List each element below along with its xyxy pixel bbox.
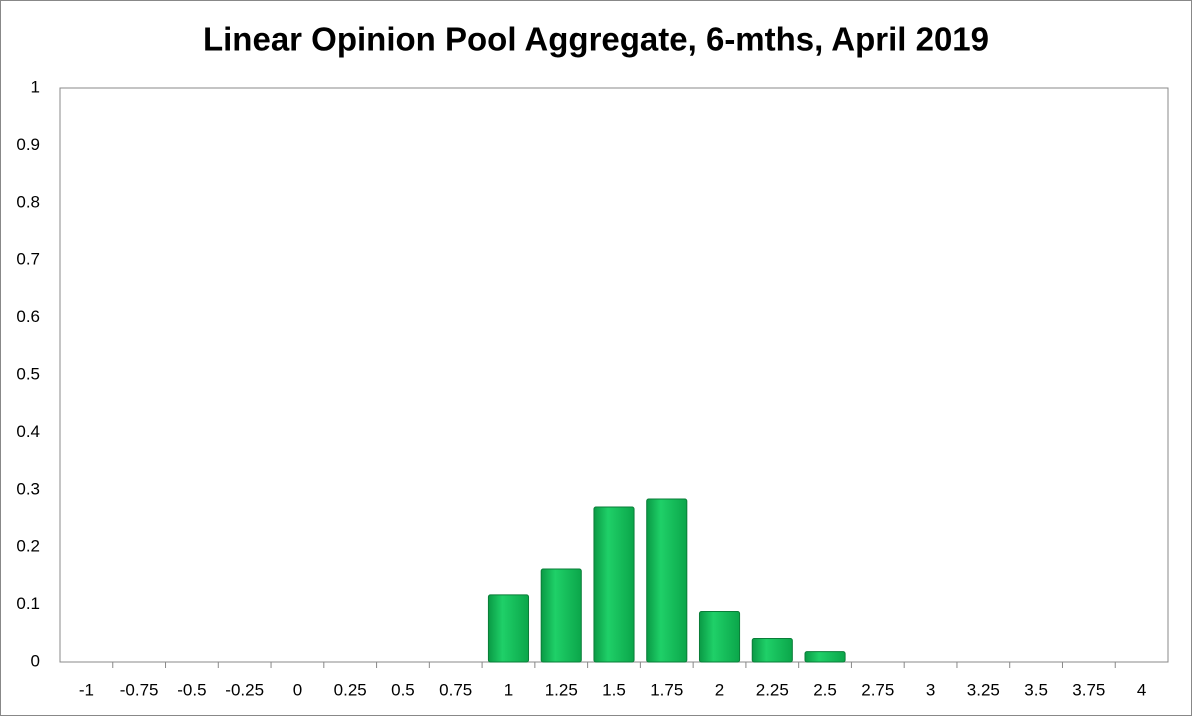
x-tick-label: -0.75: [120, 680, 159, 699]
bar: [646, 498, 688, 663]
x-tick-label: 0.5: [391, 680, 415, 699]
x-tick-label: 4: [1137, 680, 1146, 699]
y-tick-label: 0.3: [16, 479, 40, 498]
y-tick-label: 0.6: [16, 307, 40, 326]
bar: [698, 610, 741, 663]
y-tick-label: 0.9: [16, 135, 40, 154]
x-tick-label: 2.5: [813, 680, 837, 699]
y-tick-label: 0.5: [16, 364, 40, 383]
x-tick-label: 1.25: [545, 680, 578, 699]
bar: [804, 651, 846, 663]
bar: [487, 594, 530, 663]
x-tick-label: 1: [504, 680, 513, 699]
x-tick-label: 2: [715, 680, 724, 699]
x-tick-label: 0.75: [439, 680, 472, 699]
x-tick-label: 3.5: [1024, 680, 1048, 699]
y-tick-label: 0.4: [16, 422, 40, 441]
y-tick-label: 1: [31, 77, 40, 96]
bar: [751, 637, 793, 663]
x-tick-label: -0.25: [225, 680, 264, 699]
y-tick-label: 0.8: [16, 192, 40, 211]
x-tick-label: 2.25: [756, 680, 789, 699]
chart-title: Linear Opinion Pool Aggregate, 6-mths, A…: [203, 21, 989, 58]
x-tick-label: 3.25: [967, 680, 1000, 699]
x-tick-label: 1.75: [650, 680, 683, 699]
y-tick-label: 0.7: [16, 250, 40, 269]
x-tick-label: -1: [79, 680, 94, 699]
bar: [593, 506, 635, 663]
y-tick-label: 0: [31, 651, 40, 670]
bar: [540, 568, 582, 663]
y-tick-label: 0.2: [16, 537, 40, 556]
x-tick-label: 0: [293, 680, 302, 699]
x-tick-label: 3.75: [1072, 680, 1105, 699]
x-tick-label: 2.75: [861, 680, 894, 699]
x-tick-label: 0.25: [334, 680, 367, 699]
y-tick-label: 0.1: [16, 594, 40, 613]
x-tick-label: 3: [926, 680, 935, 699]
x-tick-label: 1.5: [602, 680, 626, 699]
x-tick-label: -0.5: [177, 680, 206, 699]
